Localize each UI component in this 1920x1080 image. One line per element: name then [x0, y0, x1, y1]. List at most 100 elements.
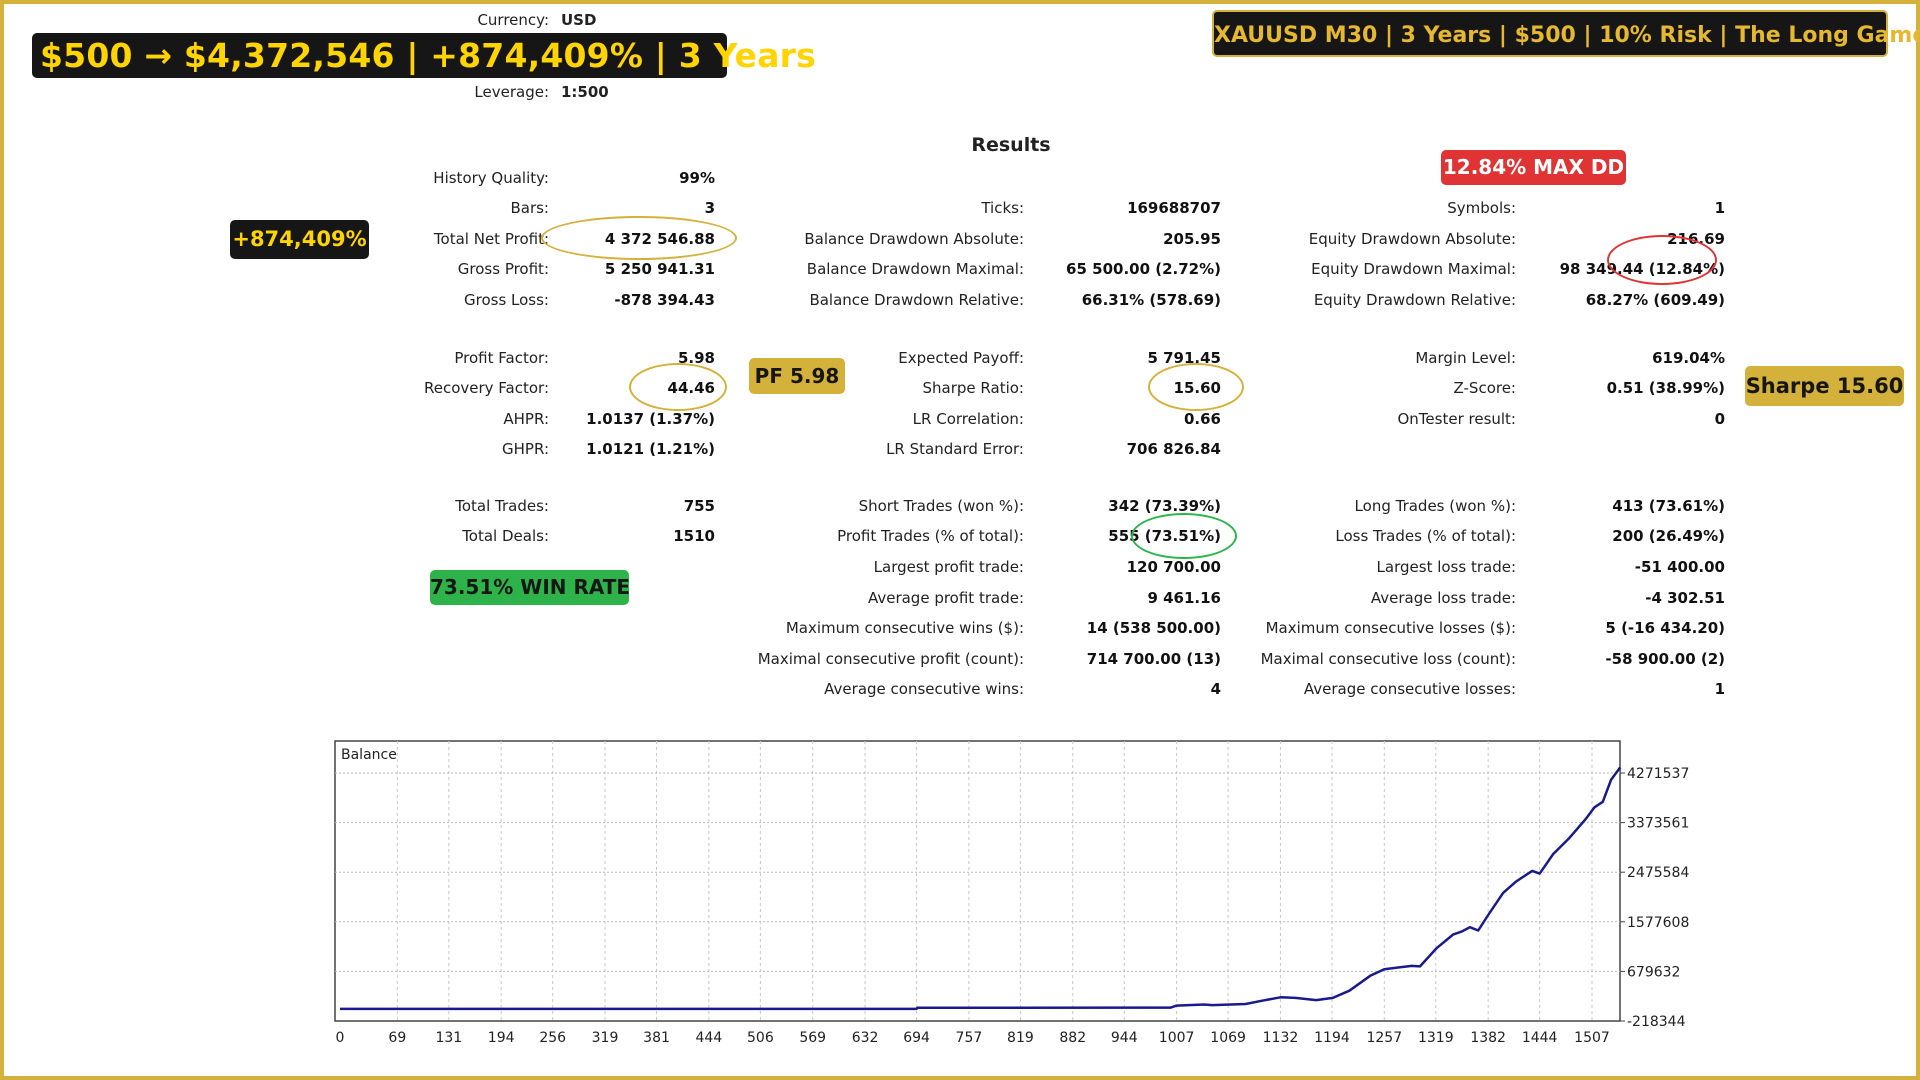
- x-tick-label: 0: [336, 1030, 345, 1046]
- stat-value-total-net-profit: 4 372 546.88: [604, 230, 715, 248]
- stat-value-total-deals: 1510: [673, 527, 715, 545]
- stat-value-maximum-consecutive-losses: 5 (-16 434.20): [1605, 619, 1725, 637]
- y-tick-label: -218344: [1627, 1014, 1686, 1030]
- x-tick-label: 1257: [1366, 1030, 1402, 1046]
- currency-value: USD: [561, 11, 597, 29]
- sharpe-badge: Sharpe 15.60: [1745, 366, 1904, 406]
- stat-value-expected-payoff: 5 791.45: [1147, 349, 1221, 367]
- win-rate-badge: 73.51% WIN RATE: [430, 570, 630, 605]
- stat-label-z-score: Z-Score:: [1453, 379, 1517, 397]
- stat-label-average-consecutive-losses: Average consecutive losses:: [1303, 680, 1516, 698]
- stat-label-gross-loss: Gross Loss:: [464, 291, 549, 309]
- x-tick-label: 319: [592, 1030, 619, 1046]
- profit-percent-badge: +874,409%: [230, 220, 369, 259]
- stat-value-largest-profit-trade: 120 700.00: [1126, 558, 1221, 576]
- stat-label-symbols: Symbols:: [1447, 199, 1516, 217]
- stat-value-margin-level: 619.04%: [1652, 349, 1725, 367]
- stat-label-average-loss-trade: Average loss trade:: [1370, 589, 1516, 607]
- stat-value-history-quality: 99%: [679, 169, 715, 187]
- stat-label-average-profit-trade: Average profit trade:: [867, 589, 1024, 607]
- stat-label-margin-level: Margin Level:: [1415, 349, 1516, 367]
- stat-value-ahpr: 1.0137 (1.37%): [586, 410, 715, 428]
- stat-label-history-quality: History Quality:: [433, 169, 549, 187]
- stat-label-total-net-profit: Total Net Profit:: [433, 230, 549, 248]
- x-tick-label: 1382: [1470, 1030, 1506, 1046]
- stat-label-balance-drawdown-maximal: Balance Drawdown Maximal:: [806, 260, 1024, 278]
- x-tick-label: 1194: [1314, 1030, 1350, 1046]
- stat-label-lr-standard-error: LR Standard Error:: [886, 440, 1024, 458]
- y-tick-label: 4271537: [1627, 766, 1689, 782]
- x-tick-label: 131: [435, 1030, 462, 1046]
- stat-label-total-trades: Total Trades:: [455, 497, 549, 515]
- stat-value-balance-drawdown-relative: 66.31% (578.69): [1081, 291, 1221, 309]
- stat-value-total-trades: 755: [683, 497, 715, 515]
- stat-label-bars: Bars:: [510, 199, 549, 217]
- stat-label-balance-drawdown-absolute: Balance Drawdown Absolute:: [804, 230, 1024, 248]
- stat-value-loss-trades-of-total: 200 (26.49%): [1612, 527, 1725, 545]
- stat-value-gross-loss: -878 394.43: [614, 291, 715, 309]
- x-tick-label: 944: [1111, 1030, 1138, 1046]
- x-tick-label: 444: [696, 1030, 723, 1046]
- stat-value-recovery-factor: 44.46: [667, 379, 715, 397]
- stat-label-average-consecutive-wins: Average consecutive wins:: [824, 680, 1024, 698]
- stat-label-balance-drawdown-relative: Balance Drawdown Relative:: [809, 291, 1024, 309]
- stat-label-profit-trades-of-total: Profit Trades (% of total):: [837, 527, 1024, 545]
- stat-value-lr-standard-error: 706 826.84: [1126, 440, 1221, 458]
- stat-value-long-trades-won: 413 (73.61%): [1612, 497, 1725, 515]
- x-tick-label: 694: [903, 1030, 930, 1046]
- stat-label-gross-profit: Gross Profit:: [457, 260, 549, 278]
- stat-value-equity-drawdown-relative: 68.27% (609.49): [1585, 291, 1725, 309]
- stat-value-average-profit-trade: 9 461.16: [1147, 589, 1221, 607]
- stat-label-maximal-consecutive-profit-count: Maximal consecutive profit (count):: [757, 650, 1024, 668]
- balance-line: [340, 766, 1622, 1011]
- stat-label-maximum-consecutive-losses: Maximum consecutive losses ($):: [1265, 619, 1516, 637]
- stat-value-short-trades-won: 342 (73.39%): [1108, 497, 1221, 515]
- stat-label-maximal-consecutive-loss-count: Maximal consecutive loss (count):: [1260, 650, 1516, 668]
- x-tick-label: 1069: [1210, 1030, 1246, 1046]
- x-tick-label: 381: [643, 1030, 670, 1046]
- stat-value-largest-loss-trade: -51 400.00: [1634, 558, 1725, 576]
- stat-value-equity-drawdown-absolute: 216.69: [1667, 230, 1725, 248]
- x-tick-label: 569: [799, 1030, 826, 1046]
- stat-label-ahpr: AHPR:: [503, 410, 549, 428]
- stat-value-lr-correlation: 0.66: [1183, 410, 1221, 428]
- stat-value-equity-drawdown-maximal: 98 349.44 (12.84%): [1559, 260, 1725, 278]
- stat-value-balance-drawdown-absolute: 205.95: [1163, 230, 1221, 248]
- x-tick-label: 1444: [1522, 1030, 1558, 1046]
- y-tick-label: 3373561: [1627, 816, 1689, 832]
- stat-value-ticks: 169688707: [1127, 199, 1221, 217]
- leverage-label: Leverage:: [474, 83, 549, 101]
- stat-label-largest-profit-trade: Largest profit trade:: [873, 558, 1024, 576]
- x-tick-label: 632: [852, 1030, 879, 1046]
- stat-value-average-loss-trade: -4 302.51: [1645, 589, 1725, 607]
- stat-label-largest-loss-trade: Largest loss trade:: [1376, 558, 1516, 576]
- x-tick-label: 882: [1059, 1030, 1086, 1046]
- stat-value-profit-factor: 5.98: [677, 349, 715, 367]
- stat-value-maximal-consecutive-loss-count: -58 900.00 (2): [1605, 650, 1725, 668]
- x-tick-label: 1507: [1574, 1030, 1610, 1046]
- leverage-row: Leverage: 1:500: [0, 83, 608, 103]
- max-drawdown-badge: 12.84% MAX DD: [1441, 150, 1626, 185]
- x-tick-label: 506: [747, 1030, 774, 1046]
- y-tick-label: 1577608: [1627, 915, 1689, 931]
- stat-label-loss-trades-of-total: Loss Trades (% of total):: [1335, 527, 1516, 545]
- headline-banner: $500 → $4,372,546 | +874,409% | 3 Years: [32, 33, 816, 78]
- x-tick-label: 757: [956, 1030, 983, 1046]
- stat-label-long-trades-won: Long Trades (won %):: [1354, 497, 1516, 515]
- stat-value-bars: 3: [704, 199, 715, 217]
- x-tick-label: 194: [488, 1030, 515, 1046]
- stat-value-ontester-result: 0: [1714, 410, 1725, 428]
- stat-value-maximal-consecutive-profit-count: 714 700.00 (13): [1086, 650, 1221, 668]
- stat-value-symbols: 1: [1714, 199, 1725, 217]
- stat-label-profit-factor: Profit Factor:: [454, 349, 549, 367]
- x-tick-label: 1007: [1159, 1030, 1195, 1046]
- x-tick-label: 1132: [1263, 1030, 1299, 1046]
- leverage-value: 1:500: [561, 83, 609, 101]
- stat-value-z-score: 0.51 (38.99%): [1606, 379, 1725, 397]
- stat-label-short-trades-won: Short Trades (won %):: [858, 497, 1024, 515]
- stat-label-ticks: Ticks:: [981, 199, 1024, 217]
- currency-row: Currency: USD: [0, 11, 596, 31]
- stat-label-ontester-result: OnTester result:: [1397, 410, 1516, 428]
- stat-label-maximum-consecutive-wins: Maximum consecutive wins ($):: [785, 619, 1024, 637]
